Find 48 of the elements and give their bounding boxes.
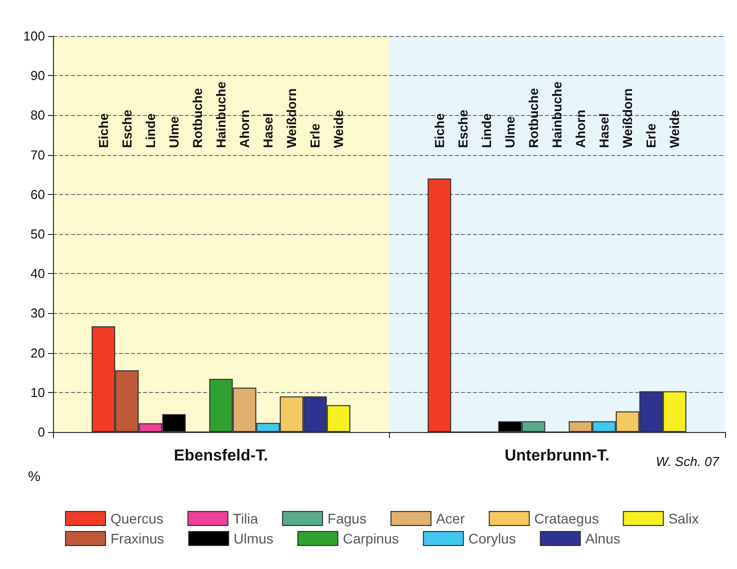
y-tick-label: 80 (30, 108, 45, 123)
x-tick-label: Ebensfeld-T. (174, 448, 268, 464)
annotation: Ulme (166, 116, 182, 148)
y-axis-title: % (28, 468, 40, 484)
annotation: Weißdorn (284, 88, 300, 148)
annotation: Esche (119, 110, 134, 148)
legend-label: Tilia (232, 510, 258, 526)
annotation: Ahorn (237, 110, 252, 148)
text: Hainbuche (550, 82, 564, 148)
y-tick-label: 100 (23, 28, 45, 44)
y-tick-label: 40 (30, 266, 45, 282)
text: Linde (478, 113, 494, 148)
legend-label: Fraxinus (110, 530, 164, 546)
y-tick-label: 0 (38, 424, 45, 440)
annotation: Erle (308, 123, 323, 148)
legend-label: Ulmus (234, 530, 274, 546)
text: Hasel (596, 113, 612, 148)
annotation: Hainbuche (214, 82, 228, 148)
legend-label: Carpinus (342, 530, 399, 546)
legend-label: Crataegus (534, 510, 599, 526)
legend-label: Fagus (328, 510, 366, 526)
text: Weide (667, 110, 682, 148)
y-tick-label: 30 (30, 306, 45, 321)
annotation: Eiche (96, 113, 111, 148)
text: Ulme (502, 116, 518, 148)
annotation: Hasel (260, 113, 276, 148)
y-tick-label: 10 (30, 384, 45, 400)
y-tick-label: 70 (30, 147, 45, 162)
annotation: Weide (331, 110, 346, 148)
text: Weißdorn (620, 88, 636, 148)
text: Eiche (432, 113, 447, 148)
text: Erle (644, 123, 659, 148)
y-tick-label: 60 (30, 186, 45, 202)
legend-label: Acer (436, 510, 466, 526)
x-tick-label: Unterbrunn-T. (504, 448, 610, 464)
legend-label: Corylus (468, 530, 516, 546)
annotation: Linde (142, 113, 158, 148)
text: W. Sch. 07 (656, 454, 720, 469)
text: Rotbuche (526, 88, 541, 148)
y-tick-label: 90 (30, 68, 45, 84)
y-tick-label: 20 (30, 345, 45, 360)
y-tick-label: 50 (30, 226, 45, 242)
legend-label: Quercus (110, 510, 164, 526)
annotation: Rotbuche (190, 88, 205, 148)
text: Ahorn (573, 110, 588, 148)
legend-label: Salix (668, 510, 699, 526)
text: Esche (455, 110, 470, 148)
legend-label: Alnus (585, 530, 620, 546)
